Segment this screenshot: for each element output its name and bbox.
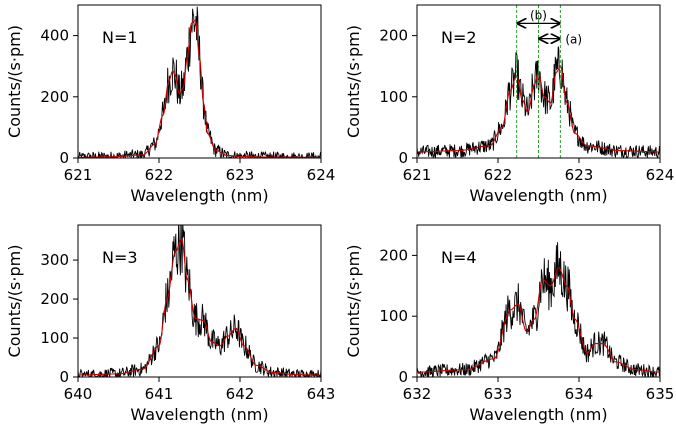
series-fit-n4 [417, 266, 660, 373]
y-tick-label: 100 [40, 329, 69, 347]
y-tick-label: 0 [59, 368, 69, 386]
series-fit-n3 [78, 237, 321, 376]
panel-n1: 621 622 623 624 0 200 400 Wavelength (nm) Counts… [5, 4, 336, 205]
x-tick-label: 641 [145, 385, 174, 403]
x-tick-label: 635 [646, 385, 675, 403]
panel-label: N=4 [441, 248, 477, 267]
x-tick-label: 622 [145, 166, 174, 184]
x-axis-label: Wavelength (nm) [130, 186, 268, 205]
y-tick-label: 200 [379, 27, 408, 45]
y-tick-label: 300 [40, 251, 69, 269]
x-tick-label: 624 [646, 166, 675, 184]
x-tick-label: 621 [403, 166, 432, 184]
x-tick-label: 642 [226, 385, 255, 403]
axes-frame-n3 [77, 224, 322, 378]
y-axis-label: Counts/(s·pm) [344, 25, 363, 138]
x-tick-label: 621 [64, 166, 93, 184]
x-tick-label: 633 [484, 385, 513, 403]
series-fit-n1 [78, 19, 321, 158]
x-axis-label: Wavelength (nm) [469, 186, 607, 205]
axes-frame-n2 [416, 4, 661, 159]
series-measured-n4 [417, 242, 660, 377]
x-tick-label: 632 [403, 385, 432, 403]
y-tick-label: 200 [40, 290, 69, 308]
x-tick-label: 623 [565, 166, 594, 184]
panel-label: N=1 [102, 28, 138, 47]
y-tick-label: 0 [398, 149, 408, 167]
y-tick-label: 400 [40, 27, 69, 45]
annotation-label-b: (b) [530, 8, 547, 22]
y-tick-label: 200 [379, 246, 408, 264]
x-tick-label: 634 [565, 385, 594, 403]
y-tick-label: 0 [59, 149, 69, 167]
axes-frame-n1 [77, 4, 322, 159]
x-tick-label: 623 [226, 166, 255, 184]
x-axis-label: Wavelength (nm) [469, 405, 607, 424]
series-measured-n3 [78, 225, 321, 377]
x-tick-label: 643 [307, 385, 336, 403]
y-tick-label: 200 [40, 88, 69, 106]
y-axis-label: Counts/(s·pm) [5, 245, 24, 358]
y-axis-label: Counts/(s·pm) [344, 245, 363, 358]
annotation-label-a: (a) [565, 33, 582, 47]
series-measured-n2 [417, 46, 660, 158]
x-tick-label: 640 [64, 385, 93, 403]
panel-n3: 640 641 642 643 0 100 200 300 Wavelength (nm) Cou… [5, 224, 336, 424]
panel-label: N=3 [102, 248, 138, 267]
y-tick-label: 0 [398, 368, 408, 386]
panel-n2: (b) (a) 621 622 623 624 0 100 200 Wavelength (nm)… [344, 4, 675, 205]
panel-label: N=2 [441, 28, 477, 47]
x-tick-label: 622 [484, 166, 513, 184]
panel-n4: 632 633 634 635 0 100 200 Wavelength (nm) Counts… [344, 224, 675, 424]
y-axis-label: Counts/(s·pm) [5, 25, 24, 138]
x-axis-label: Wavelength (nm) [130, 405, 268, 424]
x-tick-label: 624 [307, 166, 336, 184]
y-tick-label: 100 [379, 307, 408, 325]
axes-frame-n4 [416, 224, 661, 378]
y-tick-label: 100 [379, 88, 408, 106]
